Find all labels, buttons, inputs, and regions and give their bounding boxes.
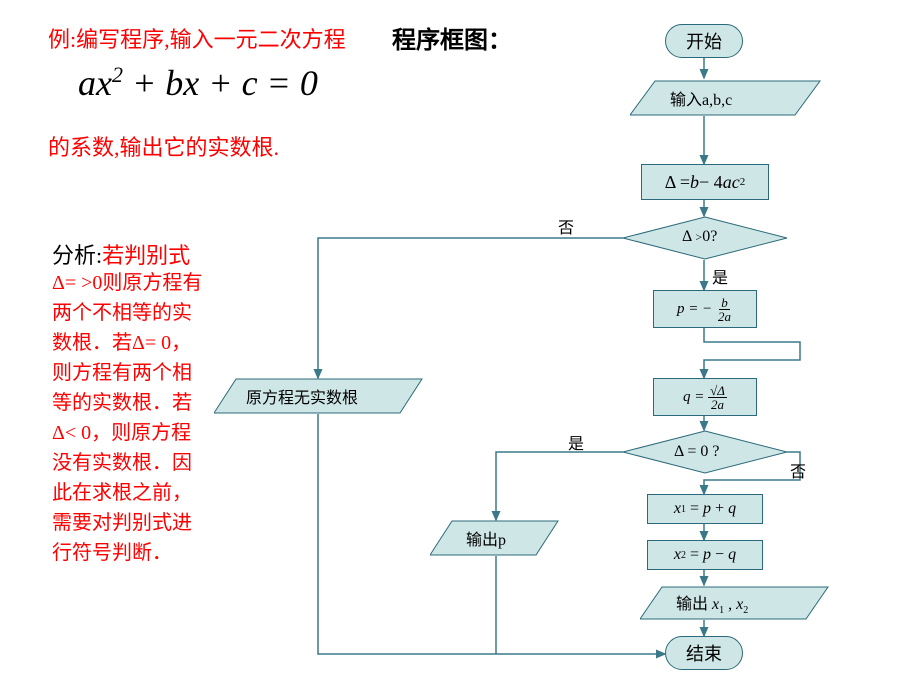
edge-gt0-no: 否 [558,214,574,238]
edge-eq0-yes: 是 [568,430,584,454]
edge-eq0-no: 否 [790,458,806,482]
edge-gt0-yes: 是 [712,264,728,288]
flowchart-arrows [0,0,920,690]
